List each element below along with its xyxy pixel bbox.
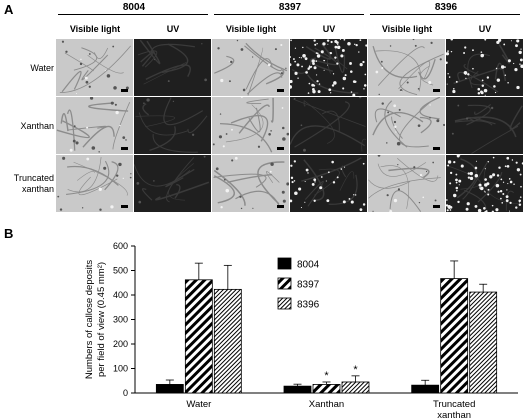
y-tick-label: 400 bbox=[113, 290, 128, 300]
callose-bar-chart: 0 100 200 300 400 500 600 Numbers of callose de… bbox=[84, 241, 518, 418]
y-tick-label: 500 bbox=[113, 266, 128, 276]
column-label: UV bbox=[166, 24, 180, 34]
strain-divider-line bbox=[370, 14, 520, 15]
x-category-label: Truncated bbox=[433, 399, 475, 410]
x-category-label: Water bbox=[186, 399, 211, 410]
micrograph-tile bbox=[446, 155, 523, 212]
column-label: Visible light bbox=[69, 24, 121, 34]
micrograph-tile bbox=[368, 39, 445, 96]
micrograph-tile bbox=[212, 155, 289, 212]
row-label: Water bbox=[30, 62, 54, 73]
scale-bar bbox=[121, 89, 128, 92]
strain-divider-line bbox=[214, 14, 364, 15]
scale-bar bbox=[433, 205, 440, 208]
micrograph-tile bbox=[368, 155, 445, 212]
micrograph-tile bbox=[56, 39, 133, 96]
bar-8397 bbox=[184, 279, 213, 394]
bar-8397 bbox=[440, 278, 469, 394]
micrograph-tile bbox=[290, 39, 367, 96]
y-axis-label: Numbers of callose deposits bbox=[84, 260, 95, 380]
column-label: UV bbox=[478, 24, 492, 34]
legend-swatch-8396 bbox=[277, 297, 292, 310]
micrograph-tile bbox=[134, 97, 211, 154]
y-tick-label: 200 bbox=[113, 339, 128, 349]
y-tick-label: 600 bbox=[113, 241, 128, 251]
bar-8396 bbox=[341, 381, 370, 394]
micrograph-tile bbox=[212, 39, 289, 96]
scale-bar bbox=[121, 205, 128, 208]
scale-bar bbox=[433, 147, 440, 150]
x-category-label: xanthan bbox=[437, 410, 471, 418]
bar-8397 bbox=[312, 384, 341, 394]
y-tick-label: 300 bbox=[113, 315, 128, 325]
bar-8004 bbox=[283, 385, 312, 394]
micrograph-tile bbox=[134, 39, 211, 96]
y-axis-label: per field of view (0.45 mm²) bbox=[96, 262, 107, 377]
x-category-label: Xanthan bbox=[309, 399, 344, 410]
legend-label: 8004 bbox=[297, 260, 320, 271]
micrograph-grid bbox=[56, 39, 524, 215]
bar-8396 bbox=[469, 291, 498, 394]
strain-divider-line bbox=[58, 14, 208, 15]
scale-bar bbox=[277, 205, 284, 208]
micrograph-tile bbox=[368, 97, 445, 154]
micrograph-tile bbox=[56, 155, 133, 212]
significance-asterisk: * bbox=[353, 364, 358, 376]
scale-bar bbox=[277, 147, 284, 150]
panel-b-letter: B bbox=[4, 226, 14, 241]
legend-swatch-8397 bbox=[277, 277, 292, 290]
y-tick-label: 100 bbox=[113, 364, 128, 374]
strain-label: 8396 bbox=[434, 2, 458, 13]
scale-bar bbox=[277, 89, 284, 92]
micrograph-tile bbox=[290, 97, 367, 154]
column-label: Visible light bbox=[381, 24, 433, 34]
strain-label: 8004 bbox=[122, 2, 146, 13]
micrograph-tile bbox=[134, 155, 211, 212]
row-label: Truncated xanthan bbox=[13, 173, 54, 194]
micrograph-tile bbox=[290, 155, 367, 212]
micrograph-tile bbox=[446, 97, 523, 154]
significance-asterisk: * bbox=[324, 370, 329, 382]
legend-swatch-8004 bbox=[277, 257, 292, 270]
scale-bar bbox=[121, 147, 128, 150]
bar-8396 bbox=[213, 288, 242, 394]
bar-8004 bbox=[411, 384, 440, 394]
strain-label: 8397 bbox=[278, 2, 302, 13]
panel-a-letter: A bbox=[4, 2, 14, 17]
legend-label: 8396 bbox=[297, 300, 320, 311]
column-label: UV bbox=[322, 24, 336, 34]
scale-bar bbox=[433, 89, 440, 92]
row-label: Xanthan bbox=[20, 120, 54, 131]
micrograph-tile bbox=[212, 97, 289, 154]
bar-8004 bbox=[155, 384, 184, 394]
legend-label: 8397 bbox=[297, 280, 320, 291]
micrograph-tile bbox=[56, 97, 133, 154]
y-tick-label: 0 bbox=[123, 388, 128, 398]
micrograph-tile bbox=[446, 39, 523, 96]
column-label: Visible light bbox=[225, 24, 277, 34]
